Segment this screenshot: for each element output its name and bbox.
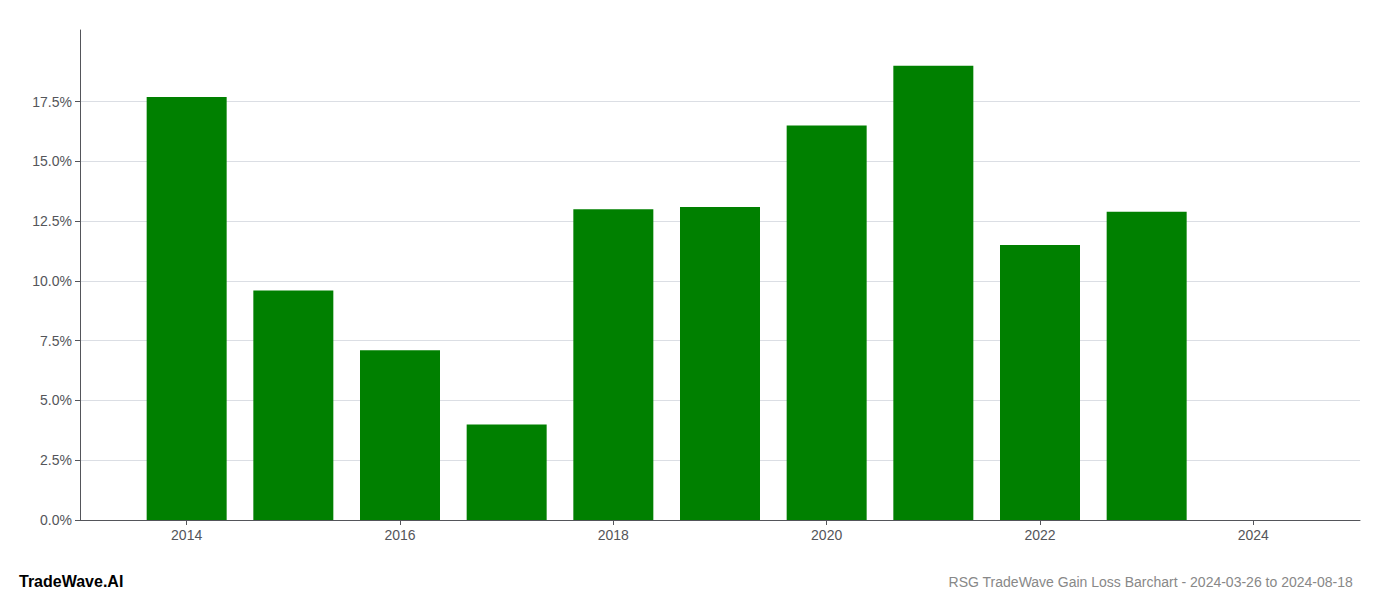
svg-text:2018: 2018 <box>598 527 629 543</box>
svg-text:5.0%: 5.0% <box>40 392 72 408</box>
svg-text:12.5%: 12.5% <box>32 213 72 229</box>
svg-text:TradeWave.AI: TradeWave.AI <box>19 573 123 590</box>
svg-text:RSG TradeWave Gain Loss Barcha: RSG TradeWave Gain Loss Barchart - 2024-… <box>949 574 1353 590</box>
svg-text:0.0%: 0.0% <box>40 512 72 528</box>
svg-text:2022: 2022 <box>1024 527 1055 543</box>
svg-text:2020: 2020 <box>811 527 842 543</box>
svg-text:15.0%: 15.0% <box>32 153 72 169</box>
svg-text:2.5%: 2.5% <box>40 452 72 468</box>
svg-text:10.0%: 10.0% <box>32 273 72 289</box>
svg-text:2016: 2016 <box>384 527 415 543</box>
svg-text:17.5%: 17.5% <box>32 94 72 110</box>
svg-text:2014: 2014 <box>171 527 202 543</box>
svg-text:2024: 2024 <box>1238 527 1269 543</box>
svg-text:7.5%: 7.5% <box>40 333 72 349</box>
